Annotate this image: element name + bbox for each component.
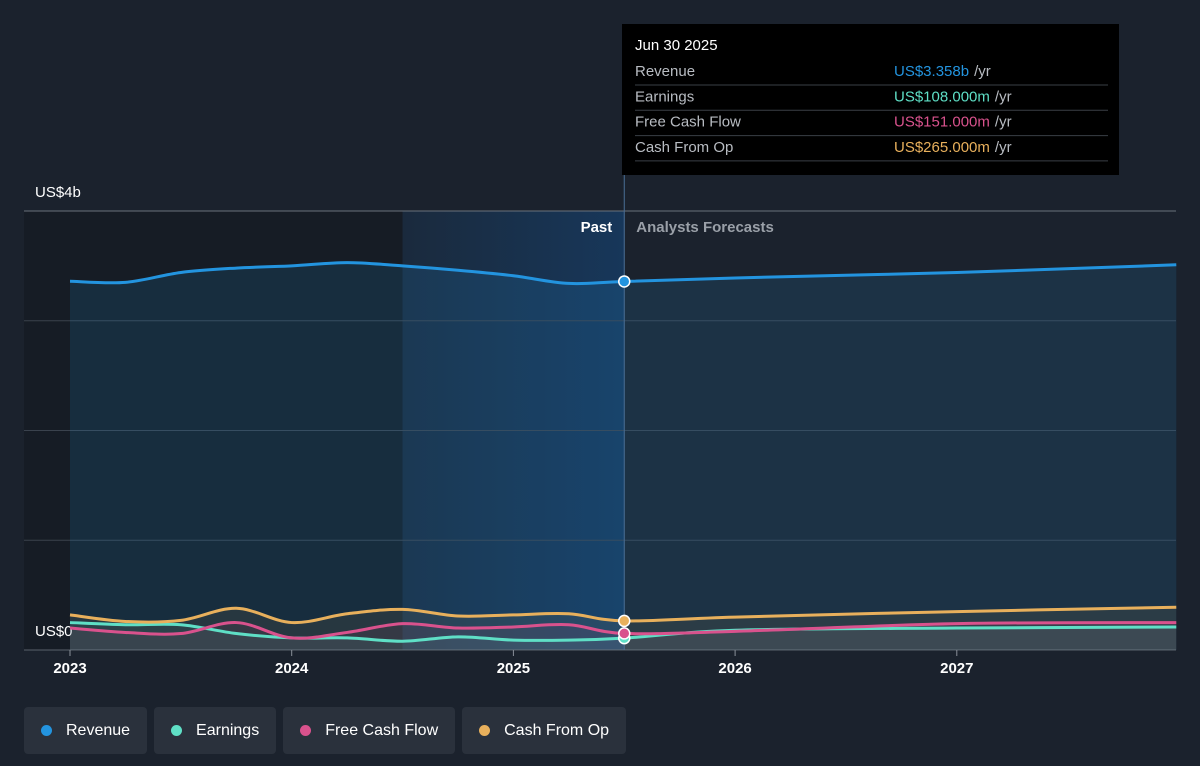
legend: Revenue Earnings Free Cash Flow Cash From O… <box>24 707 627 754</box>
legend-label: Revenue <box>66 721 131 739</box>
tooltip-label: Cash From Op <box>635 139 733 156</box>
legend-label: Cash From Op <box>504 721 610 739</box>
y-tick-label: US$0 <box>35 623 73 640</box>
tooltip-value: US$3.358b/yr <box>894 63 991 80</box>
tooltip-amount: US$265.000m <box>894 139 990 156</box>
tooltip-unit: /yr <box>995 88 1012 105</box>
x-tick-label: 2025 <box>497 660 530 677</box>
grid: US$0 US$4b 2023 2024 2025 2026 2027 <box>24 184 1176 677</box>
tooltip-unit: /yr <box>995 114 1012 131</box>
legend-swatch <box>479 725 491 736</box>
tooltip-label: Free Cash Flow <box>635 114 741 131</box>
legend-swatch <box>300 725 312 736</box>
legend-item[interactable]: Free Cash Flow <box>283 707 456 754</box>
legend-item[interactable]: Cash From Op <box>462 707 627 754</box>
tooltip-amount: US$151.000m <box>894 114 990 131</box>
plot: Past Analysts Forecasts <box>69 175 1177 650</box>
past-label: Past <box>581 219 613 236</box>
point-marker <box>618 614 631 628</box>
tooltip: Jun 30 2025 Revenue US$3.358b/yr Earnings US… <box>622 24 1119 175</box>
tooltip-value: US$265.000m/yr <box>894 139 1012 156</box>
forecast-label: Analysts Forecasts <box>636 219 774 236</box>
tooltip-unit: /yr <box>974 63 991 80</box>
legend-label: Free Cash Flow <box>325 721 439 739</box>
legend-swatch <box>41 725 52 736</box>
series-line <box>69 261 1177 286</box>
legend-swatch <box>171 725 183 736</box>
series-area <box>70 262 1177 650</box>
legend-label: Earnings <box>196 721 260 739</box>
series-line <box>69 605 1177 625</box>
x-tick-label: 2026 <box>718 660 751 677</box>
tooltip-value: US$108.000m/yr <box>894 88 1012 105</box>
tooltip-label: Revenue <box>635 63 695 80</box>
tooltip-box <box>622 24 1119 175</box>
x-tick-label: 2023 <box>53 660 86 677</box>
legend-item[interactable]: Earnings <box>154 707 277 754</box>
tooltip-value: US$151.000m/yr <box>894 114 1012 131</box>
point-marker <box>618 627 631 640</box>
point-marker <box>618 275 631 288</box>
x-tick-label: 2027 <box>940 660 973 677</box>
tooltip-label: Earnings <box>635 88 694 105</box>
y-tick-label: US$4b <box>35 184 81 201</box>
tooltip-date: Jun 30 2025 <box>635 37 718 54</box>
series-line <box>69 621 1177 640</box>
legend-item[interactable]: Revenue <box>24 707 148 754</box>
x-tick-label: 2024 <box>275 660 309 677</box>
tooltip-amount: US$108.000m <box>894 88 990 105</box>
tooltip-amount: US$3.358b <box>894 63 969 80</box>
chart: US$0 US$4b 2023 2024 2025 2026 2027 Past Analys… <box>24 24 1177 677</box>
tooltip-unit: /yr <box>995 139 1012 156</box>
